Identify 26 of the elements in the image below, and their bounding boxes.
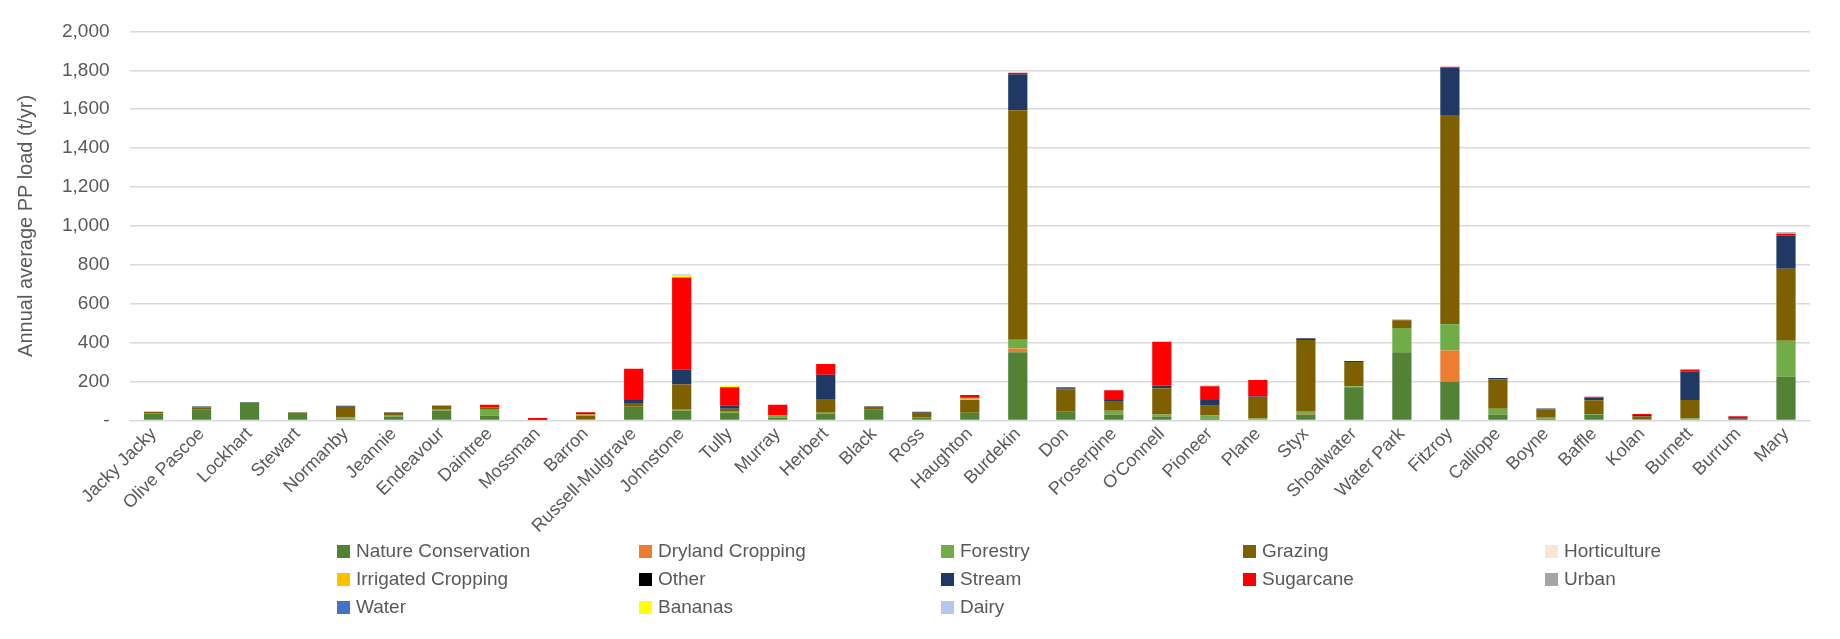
y-axis-title: Annual average PP load (t/yr) bbox=[13, 94, 36, 357]
y-tick-label: 1,600 bbox=[62, 97, 110, 119]
legend-label: Sugarcane bbox=[1262, 568, 1354, 590]
legend-label: Bananas bbox=[658, 596, 734, 618]
y-tick-label: - bbox=[103, 408, 110, 430]
legend-label: Stream bbox=[960, 568, 1022, 590]
legend-label: Water bbox=[356, 596, 406, 618]
y-tick-label: 800 bbox=[77, 253, 110, 275]
y-tick-label: 400 bbox=[77, 330, 110, 352]
legend-label: Urban bbox=[1564, 568, 1616, 590]
legend-label: Forestry bbox=[960, 540, 1030, 562]
legend-label: Horticulture bbox=[1564, 540, 1662, 562]
y-tick-label: 1,000 bbox=[62, 214, 110, 236]
legend-label: Nature Conservation bbox=[356, 540, 531, 562]
y-tick-label: 1,800 bbox=[62, 58, 110, 80]
y-tick-label: 2,000 bbox=[62, 19, 110, 41]
y-tick-label: 200 bbox=[77, 369, 110, 391]
y-tick-label: 600 bbox=[77, 291, 110, 313]
legend-label: Other bbox=[658, 568, 706, 590]
legend-label: Dryland Cropping bbox=[658, 540, 806, 562]
legend-label: Dairy bbox=[960, 596, 1005, 618]
y-tick-label: 1,200 bbox=[62, 175, 110, 197]
x-tick-label: Tully bbox=[695, 423, 737, 464]
legend-label: Irrigated Cropping bbox=[356, 568, 509, 590]
legend-label: Grazing bbox=[1262, 540, 1329, 562]
y-tick-label: 1,400 bbox=[62, 136, 110, 158]
